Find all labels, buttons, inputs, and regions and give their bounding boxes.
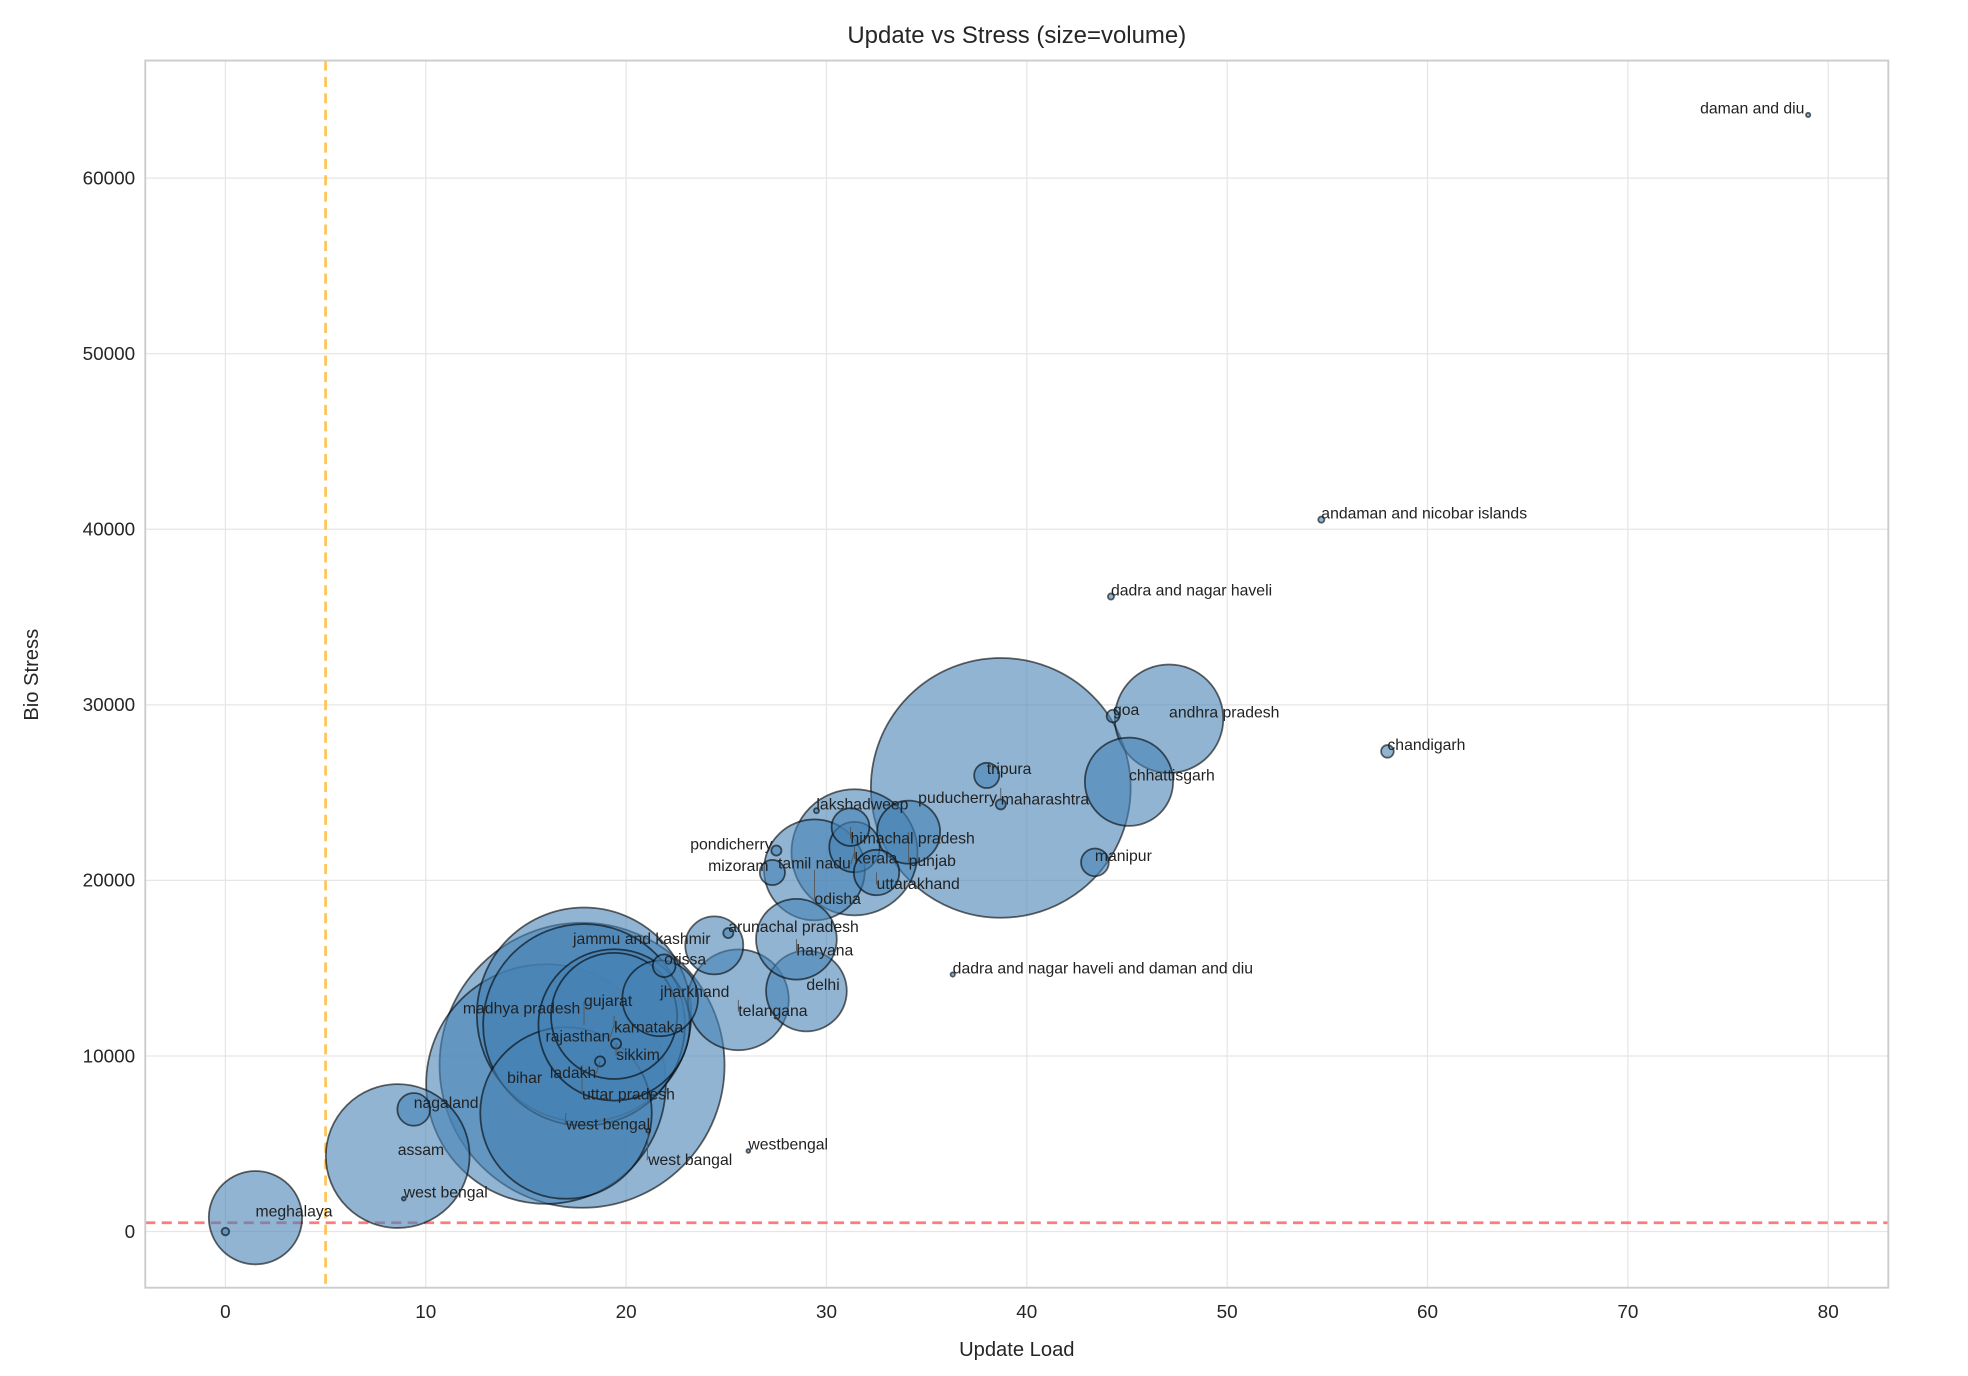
- point-labels: daman and diu andaman and nicobar islands…: [255, 101, 1804, 1221]
- reference-lines: [145, 60, 1889, 1288]
- point-label: daman and diu: [1700, 101, 1804, 118]
- x-tick-label: 30: [816, 1302, 837, 1323]
- point-label: assam: [398, 1142, 444, 1159]
- x-tick-label: 60: [1417, 1302, 1438, 1323]
- y-tick-label: 0: [125, 1222, 136, 1243]
- y-tick-label: 50000: [83, 344, 136, 365]
- bubble-point: [722, 927, 735, 940]
- y-tick-label: 40000: [83, 520, 136, 541]
- bubble-point: [745, 1148, 752, 1154]
- point-label: uttar pradesh: [582, 1086, 675, 1103]
- point-label: jharkhand: [659, 984, 729, 1001]
- label-leader-lines: [564, 787, 1002, 1161]
- point-label: gujarat: [584, 993, 633, 1010]
- bubble-point: [396, 1092, 432, 1127]
- point-label: bihar: [507, 1070, 542, 1087]
- point-label: karnataka: [614, 1019, 683, 1036]
- point-label: manipur: [1095, 848, 1152, 865]
- label-leader-line: [595, 1061, 601, 1074]
- y-axis-label: Bio Stress: [21, 629, 43, 721]
- point-label: jammu and kashmir: [572, 931, 710, 948]
- point-label: west bangal: [647, 1152, 732, 1169]
- point-label: andaman and nicobar islands: [1321, 505, 1527, 522]
- point-label: dadra and nagar haveli and daman and diu: [953, 960, 1253, 977]
- point-label: mizoram: [708, 858, 768, 875]
- y-tick-label: 20000: [83, 871, 136, 892]
- bubble-point: [949, 971, 956, 978]
- bubble-point: [770, 844, 783, 857]
- y-tick-label: 60000: [83, 168, 136, 189]
- bubble-point: [220, 1226, 231, 1237]
- point-label: dadra and nagar haveli: [1111, 582, 1272, 599]
- point-label: rajasthan: [546, 1028, 611, 1045]
- bubble-point: [1083, 736, 1175, 827]
- x-tick-labels: 0 10 20 30 40 50 60 70 80: [220, 1302, 1839, 1323]
- point-label: tripura: [987, 761, 1032, 778]
- point-label: west bengal: [565, 1116, 650, 1133]
- bubble-point: [1106, 592, 1115, 601]
- point-label: odisha: [814, 891, 861, 908]
- point-label: andhra pradesh: [1169, 704, 1279, 721]
- x-tick-label: 0: [220, 1302, 231, 1323]
- label-leader-line: [564, 1112, 567, 1125]
- bubble-point: [973, 761, 1001, 789]
- point-label: nagaland: [414, 1095, 479, 1112]
- point-label: chandigarh: [1387, 737, 1465, 754]
- point-label: puducherry: [918, 790, 997, 807]
- bubble-point: [324, 1083, 471, 1229]
- x-tick-label: 50: [1217, 1302, 1238, 1323]
- point-label: uttarakhand: [877, 876, 960, 893]
- point-label: tamil nadu: [778, 856, 851, 873]
- bubble-point: [400, 1195, 407, 1202]
- label-leader-line: [850, 852, 855, 865]
- label-leader-line: [646, 1130, 649, 1161]
- bubble-point: [813, 807, 820, 815]
- point-label: madhya pradesh: [463, 1000, 580, 1017]
- x-tick-label: 70: [1617, 1302, 1638, 1323]
- bubble-point: [207, 1170, 304, 1266]
- bubble-point: [758, 859, 786, 887]
- bubble-point: [651, 953, 677, 978]
- point-label: meghalaya: [255, 1203, 332, 1220]
- plot-frame: [144, 59, 1890, 1289]
- point-label: ladakh: [550, 1065, 596, 1082]
- bubble-point: [1380, 744, 1395, 759]
- bubble-point: [1080, 847, 1110, 878]
- y-tick-label: 30000: [83, 695, 136, 716]
- x-tick-label: 20: [616, 1302, 637, 1323]
- point-label: punjab: [909, 853, 957, 870]
- point-label: delhi: [806, 977, 839, 994]
- point-label: chhattisgarh: [1129, 767, 1215, 784]
- point-label: sikkim: [616, 1047, 660, 1064]
- y-tick-label: 10000: [83, 1046, 136, 1067]
- x-tick-label: 80: [1818, 1302, 1839, 1323]
- point-label: lakshadweep: [816, 796, 908, 813]
- bubble-point: [1105, 708, 1121, 724]
- point-label: pondicherry: [690, 836, 772, 853]
- data-points: [207, 111, 1812, 1266]
- bubble-point: [1805, 111, 1812, 119]
- point-label: kerala: [855, 850, 898, 867]
- point-label: goa: [1113, 702, 1140, 719]
- y-tick-labels: 0 10000 20000 30000 40000 50000 60000: [83, 168, 136, 1242]
- point-label: west bengal: [403, 1184, 488, 1201]
- point-label: orissa: [664, 951, 706, 968]
- point-label: himachal pradesh: [851, 830, 975, 847]
- x-axis-label: Update Load: [959, 1339, 1074, 1361]
- chart-title: Update vs Stress (size=volume): [847, 22, 1186, 49]
- label-leader-line: [609, 1024, 615, 1037]
- point-label: maharashtra: [1001, 791, 1090, 808]
- point-label: westbengal: [747, 1137, 828, 1154]
- bubble-point: [1317, 515, 1326, 524]
- point-label: telangana: [738, 1003, 807, 1020]
- x-tick-label: 10: [415, 1302, 436, 1323]
- x-tick-label: 40: [1016, 1302, 1037, 1323]
- point-label: arunachal pradesh: [728, 919, 858, 936]
- point-label: haryana: [796, 943, 853, 960]
